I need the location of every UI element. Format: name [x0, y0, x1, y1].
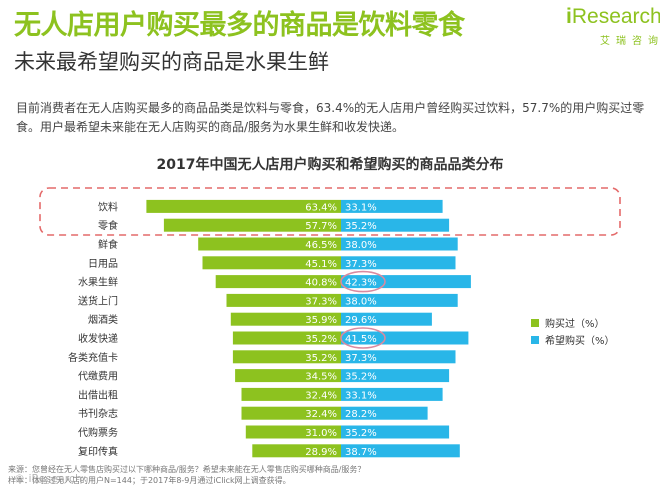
category-label: 收发快递 — [78, 332, 118, 345]
legend-swatch-wanted — [531, 336, 539, 344]
category-label: 书刊杂志 — [78, 407, 118, 420]
category-label: 零食 — [98, 219, 118, 232]
value-label-bought: 40.8% — [305, 278, 337, 289]
bar-bought — [202, 256, 341, 270]
logo-letter: i — [566, 5, 572, 28]
bar-wanted — [341, 218, 450, 232]
bar-wanted — [341, 406, 428, 420]
category-label: 日用品 — [88, 258, 118, 270]
value-label-wanted: 37.3% — [345, 259, 377, 270]
value-label-bought: 37.3% — [305, 296, 337, 307]
value-label-bought: 63.4% — [305, 202, 337, 213]
category-label: 饮料 — [98, 200, 118, 213]
bar-bought — [198, 237, 341, 251]
bar-bought — [215, 275, 341, 289]
bar-wanted — [341, 256, 456, 270]
value-label-wanted: 38.0% — [345, 240, 377, 251]
bar-bought — [245, 425, 341, 439]
page-title: 无人店用户购买最多的商品是饮料零食 — [14, 10, 465, 41]
value-label-wanted: 38.7% — [345, 447, 377, 458]
legend-label-wanted: 希望购买（%） — [545, 334, 615, 347]
bar-wanted — [341, 293, 458, 307]
value-label-wanted: 29.6% — [345, 315, 377, 326]
value-label-wanted: 28.2% — [345, 409, 377, 420]
value-label-wanted: 42.3% — [345, 278, 377, 289]
bar-wanted — [341, 350, 456, 364]
category-label: 送货上门 — [78, 294, 118, 307]
value-label-bought: 57.7% — [305, 221, 337, 232]
value-label-wanted: 41.5% — [345, 334, 377, 345]
value-label-bought: 46.5% — [305, 240, 337, 251]
highlight-box — [39, 187, 621, 236]
bar-bought — [163, 218, 341, 232]
value-label-bought: 35.9% — [305, 315, 337, 326]
category-label: 出借出租 — [78, 388, 118, 401]
category-label: 代购票务 — [78, 426, 118, 439]
value-label-bought: 28.9% — [305, 447, 337, 458]
category-label: 复印传真 — [78, 445, 118, 458]
legend-label-bought: 购买过（%） — [545, 317, 605, 330]
logo-chinese-name: 艾瑞咨询 — [600, 36, 660, 47]
category-label: 鲜食 — [98, 238, 118, 251]
chart-title: 2017年中国无人店用户购买和希望购买的商品品类分布 — [156, 157, 504, 173]
bar-bought — [241, 387, 341, 401]
category-label: 水果生鲜 — [78, 276, 118, 289]
value-label-bought: 31.0% — [305, 428, 337, 439]
category-label: 烟酒类 — [88, 313, 118, 326]
value-label-bought: 35.2% — [305, 334, 337, 345]
bar-wanted — [341, 331, 469, 345]
value-label-bought: 45.1% — [305, 259, 337, 270]
bar-wanted — [341, 312, 432, 326]
value-label-bought: 32.4% — [305, 409, 337, 420]
bar-bought — [252, 444, 341, 458]
bar-bought — [146, 199, 341, 213]
value-label-wanted: 35.2% — [345, 428, 377, 439]
bar-bought — [230, 312, 341, 326]
bar-bought — [226, 293, 341, 307]
value-label-wanted: 35.2% — [345, 372, 377, 383]
value-label-bought: 35.2% — [305, 353, 337, 364]
legend-swatch-bought — [531, 319, 539, 327]
bar-wanted — [341, 425, 450, 439]
circle-highlight — [340, 270, 386, 293]
value-label-wanted: 33.1% — [345, 390, 377, 401]
bar-bought — [232, 331, 341, 345]
footnote-source: 来源：您曾经在无人零售店购买过以下哪种商品/服务？希望未来能在无人零售店购买哪种… — [8, 465, 366, 474]
circle-highlight — [340, 327, 386, 349]
value-label-wanted: 37.3% — [345, 353, 377, 364]
iresearch-logo: iResearch — [566, 5, 660, 29]
bar-wanted — [341, 237, 458, 251]
description-text: 目前消费者在无人店购买最多的商品品类是饮料与零食，63.4%的无人店用户曾经购买… — [16, 101, 645, 134]
bar-wanted — [341, 369, 450, 383]
bar-wanted — [341, 387, 443, 401]
value-label-wanted: 38.0% — [345, 296, 377, 307]
footnote-sample: 样本：体验过无人店的用户N=144；于2017年8-9月通过iClick网上调查… — [8, 476, 291, 485]
category-label: 各类充值卡 — [68, 351, 118, 364]
bar-bought — [235, 369, 341, 383]
page-subtitle: 未来最希望购买的商品是水果生鲜 — [14, 50, 329, 74]
category-label: 代缴费用 — [78, 370, 118, 383]
value-label-bought: 34.5% — [305, 372, 337, 383]
bar-bought — [241, 406, 341, 420]
value-label-wanted: 33.1% — [345, 202, 377, 213]
value-label-wanted: 35.2% — [345, 221, 377, 232]
logo-text: Research — [571, 5, 660, 28]
value-label-bought: 32.4% — [305, 390, 337, 401]
bar-bought — [232, 350, 341, 364]
bar-wanted — [341, 444, 460, 458]
bar-wanted — [341, 275, 471, 289]
bar-wanted — [341, 199, 443, 213]
watermark: © iResearch — [14, 472, 83, 485]
footnote: 来源：您曾经在无人零售店购买过以下哪种商品/服务？希望未来能在无人零售店购买哪种… — [8, 464, 365, 486]
